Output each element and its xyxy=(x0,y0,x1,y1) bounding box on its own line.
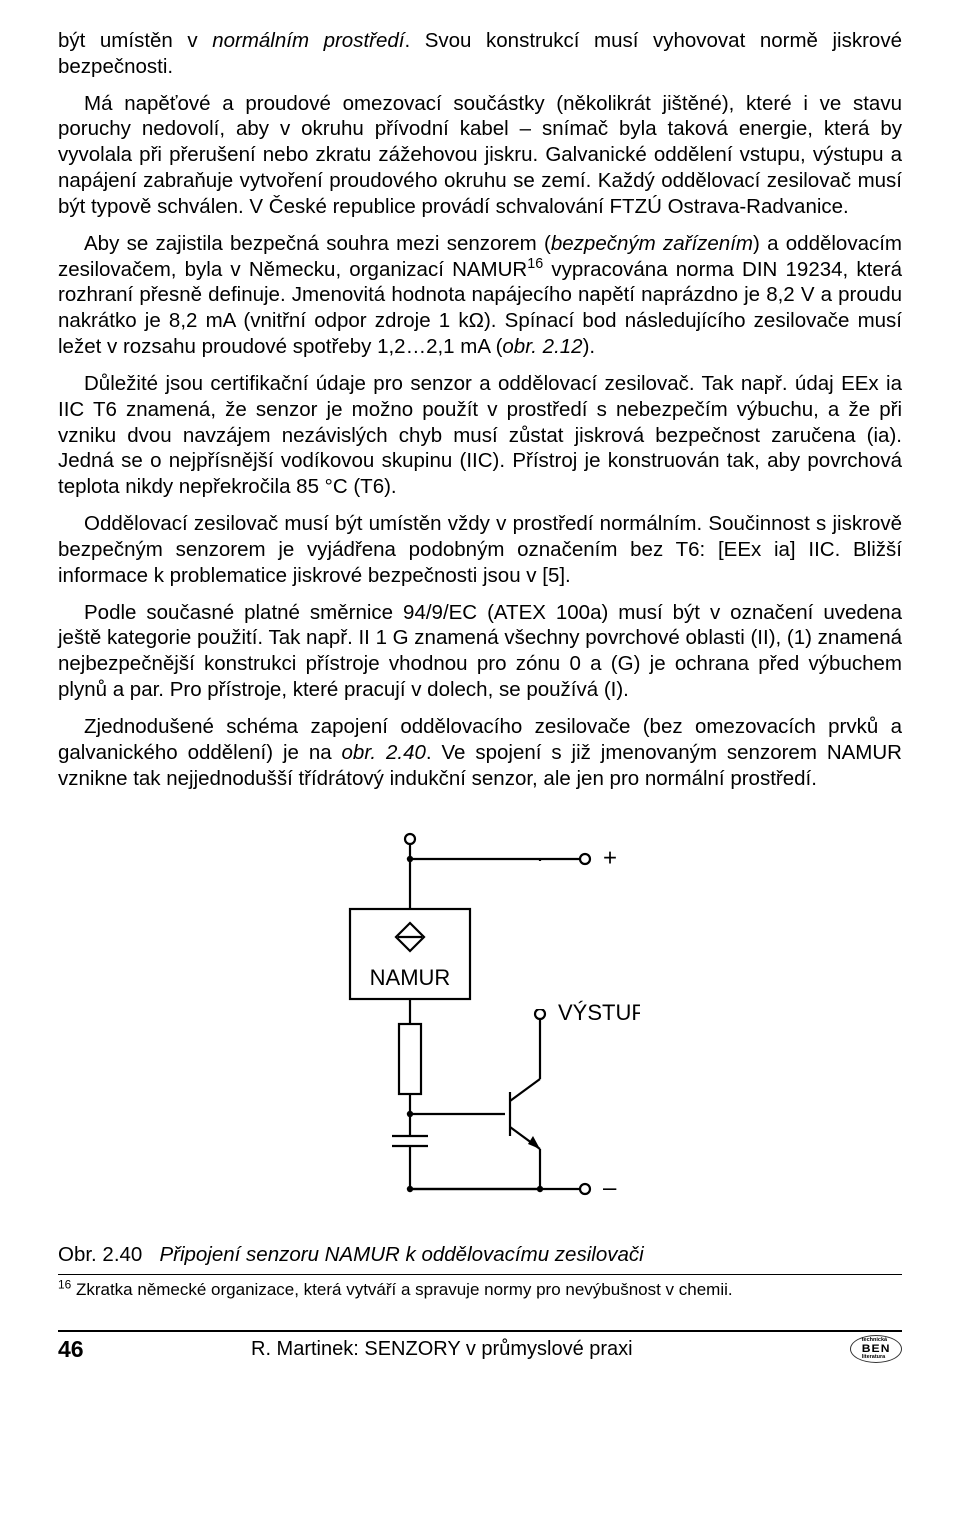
footnote-number: 16 xyxy=(58,1278,71,1292)
paragraph-5: Oddělovací zesilovač musí být umístěn vž… xyxy=(58,511,902,588)
footnote-ref: 16 xyxy=(527,256,543,272)
paragraph-7: Zjednodušené schéma zapojení oddělovacíh… xyxy=(58,714,902,791)
caption-prefix: Obr. 2.40 xyxy=(58,1243,142,1266)
paragraph-2: Má napěťové a proudové omezovací součást… xyxy=(58,91,902,220)
svg-text:NAMUR: NAMUR xyxy=(370,965,451,990)
paragraph-4: Důležité jsou certifikační údaje pro sen… xyxy=(58,371,902,500)
paragraph-3: Aby se zajistila bezpečná souhra mezi se… xyxy=(58,231,902,360)
svg-text:+: + xyxy=(603,845,617,872)
figure-caption: Obr. 2.40 Připojení senzoru NAMUR k oddě… xyxy=(58,1242,902,1268)
paragraph-6: Podle současné platné směrnice 94/9/EC (… xyxy=(58,600,902,703)
text: být umístěn v xyxy=(58,29,212,52)
svg-text:VÝSTUP: VÝSTUP xyxy=(558,1000,640,1025)
publisher-logo: technická BEN literatura xyxy=(850,1335,902,1363)
footnote: 16 Zkratka německé organizace, která vyt… xyxy=(58,1279,902,1300)
page-footer: 46 R. Martinek: SENZORY v průmyslové pra… xyxy=(58,1335,902,1363)
circuit-diagram: + NAMUR VÝSTUP – xyxy=(320,819,640,1224)
circuit-svg: + NAMUR VÝSTUP – xyxy=(320,819,640,1219)
text: ). xyxy=(583,335,596,358)
paragraph-1: být umístěn v normálním prostředí. Svou … xyxy=(58,28,902,80)
footnote-rule xyxy=(58,1274,902,1275)
page-number: 46 xyxy=(58,1336,84,1363)
footer-rule xyxy=(58,1330,902,1332)
caption-text: Připojení senzoru NAMUR k oddělovacímu z… xyxy=(159,1243,643,1266)
figure-2-40: + NAMUR VÝSTUP – xyxy=(58,819,902,1224)
footer-title: R. Martinek: SENZORY v průmyslové praxi xyxy=(84,1338,850,1361)
logo-text-bottom: literatura xyxy=(862,1355,891,1360)
text: Aby se zajistila bezpečná souhra mezi se… xyxy=(84,232,551,255)
svg-text:–: – xyxy=(603,1175,617,1202)
footnote-text: Zkratka německé organizace, která vytvář… xyxy=(71,1280,732,1299)
italic-text: normálním prostředí xyxy=(212,29,404,52)
italic-text: bezpečným zařízením xyxy=(551,232,753,255)
italic-text: obr. 2.12 xyxy=(502,335,582,358)
italic-text: obr. 2.40 xyxy=(342,741,426,764)
